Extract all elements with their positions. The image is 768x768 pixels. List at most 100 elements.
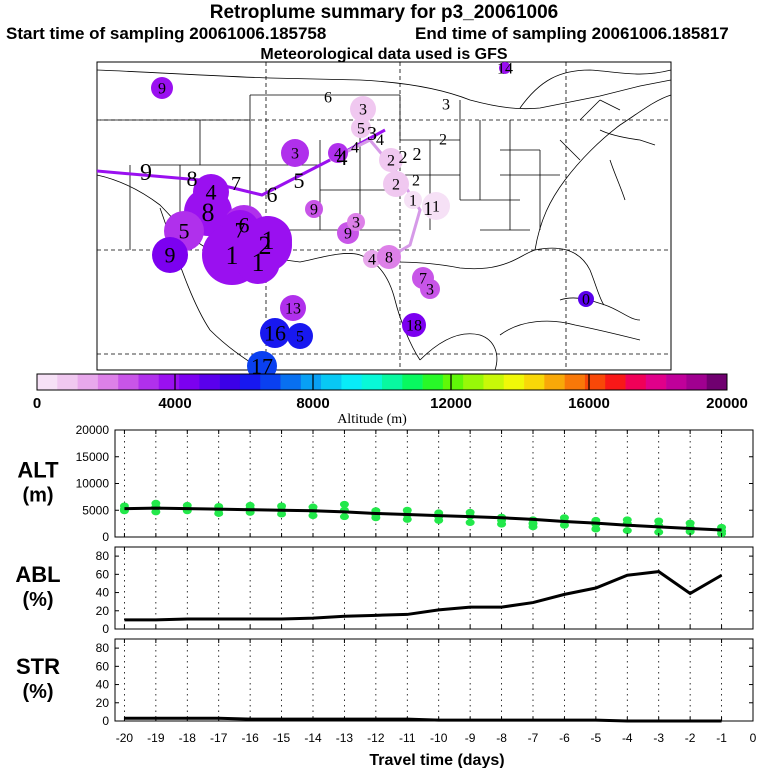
colorbar-cell [199,374,220,390]
colorbar-cell [118,374,139,390]
colorbar-cell [503,374,525,390]
trajectory-day-label: 3 [367,123,377,145]
plume-day-label: 1 [262,226,275,255]
colorbar-tick-label: 20000 [706,395,748,412]
panel-ylabel: ABL [15,562,60,587]
plume-day-label: 2 [439,132,447,149]
plume-day-label: 9 [310,202,318,219]
colorbar-cell [686,374,708,390]
plume-day-label: 2 [392,177,400,194]
start-sampling-text: Start time of sampling 20061006.185758 [6,24,327,43]
y-tick-label: 0 [102,714,109,728]
plume-day-label: 3 [291,146,299,163]
colorbar-tick-label: 12000 [430,395,472,412]
panel-abl: 0 20 40 60 80 ABL(%) [15,546,754,636]
plume-circle [151,77,173,99]
chart-title: Retroplume summary for p3_20061006 [209,2,559,23]
scatter-point [339,513,349,521]
x-tick-label: -8 [496,731,507,745]
plume-circle [402,313,426,337]
plume-day-label: 9 [165,243,176,268]
series-line [124,570,723,622]
plume-day-label: 18 [406,318,422,335]
plume-circle [281,139,309,167]
colorbar-cell [564,374,586,390]
plume-circle [379,148,403,172]
series-line [124,506,722,532]
y-tick-label: 80 [96,549,110,563]
trajectory-day-label: 5 [294,168,305,193]
x-tick-label: -12 [367,731,385,745]
y-tick-label: 15000 [76,450,110,464]
x-tick-label: -5 [591,731,602,745]
x-tick-label: -3 [653,731,664,745]
colorbar-cell [706,374,728,390]
trajectory-day-label: 9 [140,160,152,186]
plume-circle [238,218,292,272]
plume-day-label: 3 [352,215,360,232]
x-tick-label: -18 [179,731,197,745]
plume-day-label: 5 [357,121,365,138]
plume-circle [280,295,306,321]
plume-day-label: 4 [368,252,376,269]
colorbar-cell [158,374,180,390]
plume-day-label: 4 [334,146,342,163]
trajectory-day-label: 4 [337,145,348,170]
plume-day-label: 1 [409,193,417,210]
y-tick-label: 5000 [82,503,109,517]
x-tick-label: -2 [685,731,696,745]
plume-day-label: 3 [359,102,367,119]
plume-circle [152,237,188,273]
plume-day-label: 9 [158,81,166,98]
x-tick-label: -7 [528,731,539,745]
colorbar-cell [422,374,444,390]
y-tick-label: 60 [96,567,110,581]
series-line [124,716,722,723]
colorbar-cell [361,374,383,390]
panel-ylabel: ALT [17,458,59,483]
panel-ylabel: (%) [22,681,53,703]
colorbar-cell [402,374,423,390]
plume-circle [260,318,290,348]
x-tick-label: -6 [559,731,570,745]
trajectory-day-label: 8 [187,166,198,191]
colorbar-cell [605,374,626,390]
plume-day-label: 9 [344,226,352,243]
colorbar-cell [666,374,687,390]
x-tick-label: -9 [465,731,476,745]
colorbar-cell [97,374,119,390]
y-tick-label: 60 [96,659,110,673]
colorbar-cell [645,374,667,390]
y-tick-label: 20 [96,604,110,618]
x-tick-label: -19 [147,731,165,745]
colorbar-cell [524,374,545,390]
plume-day-label: 1 [226,241,239,270]
plume-day-label: 7 [235,218,246,243]
trajectory-day-label: 7 [231,173,241,195]
met-data-text: Meteorological data used is GFS [260,46,508,63]
x-tick-label: -20 [116,731,134,745]
colorbar-cell [280,374,302,390]
colorbar-cell [239,374,261,390]
colorbar-cell [37,374,58,390]
plume-day-label: 1 [252,248,265,277]
scatter-point [591,525,601,533]
map-circles [151,62,594,381]
panel-frame [114,546,754,630]
colorbar-cell [179,374,200,390]
scatter-point [654,528,664,536]
y-tick-label: 10000 [76,477,110,491]
plume-circle [305,200,323,218]
plume-day-label: 2 [387,153,395,170]
colorbar-cell [341,374,363,390]
plume-day-label: 3 [426,282,434,299]
scatter-point [308,512,318,520]
colorbar-cell [463,374,484,390]
scatter-point [434,516,444,524]
colorbar-cell [625,374,647,390]
panel-ylabel: (%) [22,589,53,611]
x-tick-label: -14 [304,731,322,745]
plume-day-label: 8 [202,198,215,227]
panel-alt: 0 5000 10000 15000 20000 ALT(m) [17,423,754,544]
